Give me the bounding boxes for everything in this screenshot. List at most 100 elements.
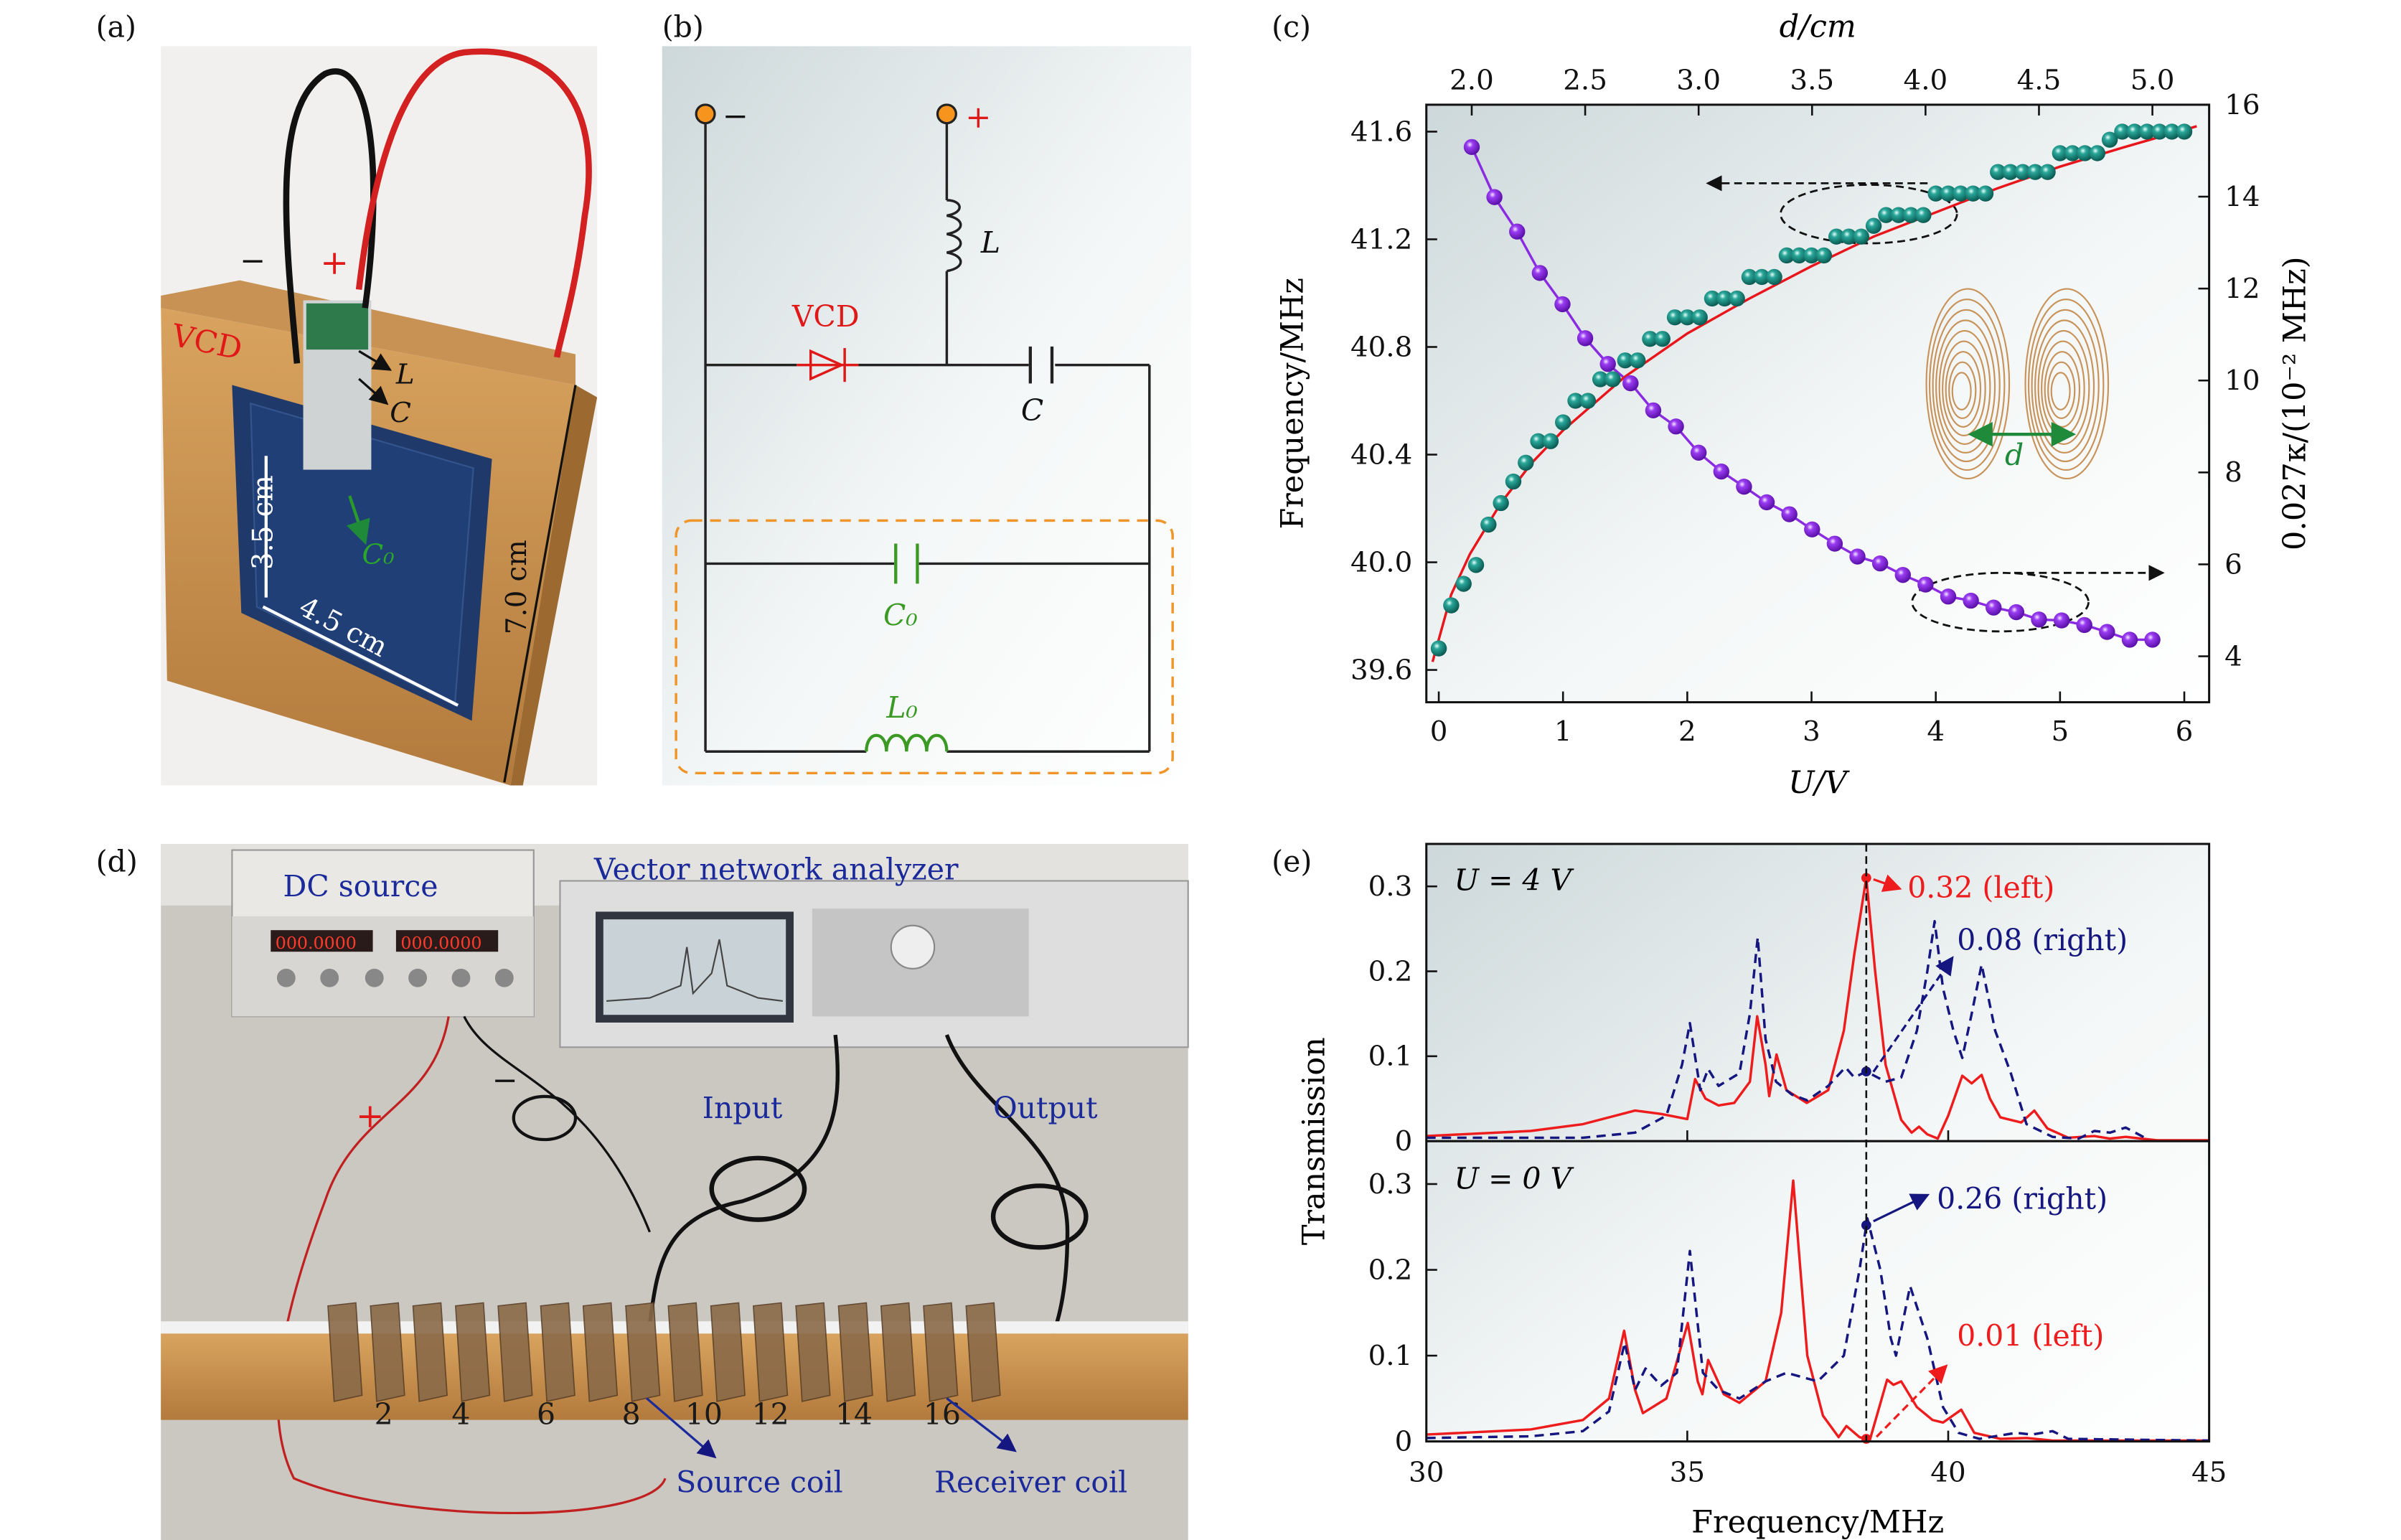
kappa-data-point — [1554, 296, 1571, 313]
frequency-data-point — [1865, 217, 1882, 234]
plot-c-series — [1430, 123, 2197, 662]
frequency-data-point — [1629, 352, 1646, 369]
frequency-data-point — [1493, 494, 1509, 512]
frequency-data-point — [1766, 268, 1782, 286]
frequency-data-point — [1741, 268, 1758, 286]
c0-label: C₀ — [362, 539, 395, 571]
coil-number: 4 — [451, 1397, 470, 1432]
coil-slab — [582, 1302, 619, 1402]
x2-tick-label: 2.5 — [1563, 65, 1607, 97]
kappa-data-point — [1826, 535, 1843, 552]
frequency-data-point — [2126, 123, 2143, 140]
input-cable-loop — [709, 1155, 807, 1222]
plot-c-background — [1426, 104, 2209, 703]
circuit-c0-label: C₀ — [883, 598, 918, 632]
minus-cable-label: − — [492, 1062, 518, 1098]
y2-tick-label: 14 — [2224, 181, 2260, 213]
frequency-data-point — [1505, 473, 1522, 490]
frequency-data-point — [1716, 290, 1733, 307]
frequency-data-point — [1642, 331, 1658, 347]
dc-display-left — [271, 930, 373, 952]
coil-slab — [710, 1302, 746, 1402]
frequency-data-point — [1704, 290, 1721, 307]
x-tick-label: 1 — [1554, 715, 1572, 748]
coil-number: 16 — [924, 1397, 961, 1432]
kappa-data-point — [1577, 330, 1594, 347]
coil-turn — [1925, 288, 2011, 480]
kappa-data-point — [1668, 418, 1684, 435]
y2-tick-label: 16 — [2224, 89, 2260, 121]
plot-c-x-axis-title: U/V — [1788, 765, 1850, 801]
frequency-data-point — [1927, 185, 1944, 202]
dc-display-right-value: 000.0000 — [400, 933, 481, 953]
coil-slab — [327, 1302, 363, 1402]
dc-source-label: DC source — [283, 869, 438, 903]
annotation-arrow-001 — [1875, 1364, 1948, 1438]
annotation-arrow-032 — [1873, 874, 1902, 892]
minus-label: − — [240, 243, 266, 279]
panel-c-label: (c) — [1272, 10, 1311, 44]
plus-cable-label: + — [356, 1097, 385, 1136]
coil-slab — [412, 1302, 448, 1402]
frequency-data-point — [1878, 207, 1894, 223]
kappa-data-point — [1804, 521, 1820, 537]
annotation-026-right: 0.26 (right) — [1937, 1182, 2108, 1216]
kappa-data-point — [1599, 356, 1616, 372]
inset-d-label: d — [2005, 438, 2024, 472]
dc-display-left-value: 000.0000 — [276, 933, 357, 953]
kappa-data-point — [1917, 576, 1934, 593]
coil-turn — [1938, 329, 1991, 445]
dc-knobs — [276, 968, 514, 987]
coil-equivalent-box — [675, 519, 1174, 775]
y2-tick-label: 4 — [2224, 640, 2242, 672]
plot-e-background — [1426, 844, 2209, 1442]
frequency-data-point — [1430, 640, 1447, 657]
kappa-data-point — [1736, 479, 1752, 495]
vna-screen-trace — [606, 939, 784, 1002]
kappa-data-point — [1463, 138, 1480, 156]
black-wire — [283, 68, 377, 364]
y-tick-label: 0.3 — [1368, 1168, 1413, 1201]
y-tick-label: 0.2 — [1368, 1254, 1413, 1286]
kappa-data-point — [2144, 632, 2161, 648]
coil-number: 10 — [685, 1397, 723, 1432]
coil-turn — [2027, 299, 2105, 471]
frequency-data-point — [1555, 414, 1571, 431]
frequency-data-point — [2089, 145, 2105, 161]
y-tick-label: 0.3 — [1368, 870, 1413, 903]
dim-label-35: 3.5 cm — [247, 475, 279, 570]
x2-tick-label: 5.0 — [2130, 65, 2175, 97]
frequency-data-point — [1853, 228, 1869, 245]
coil-slab — [880, 1302, 916, 1402]
frequency-data-point — [1890, 207, 1907, 223]
kappa-data-point — [1486, 189, 1503, 205]
output-cable-loop — [990, 1183, 1089, 1250]
annotation-arrow-008 — [1872, 956, 1954, 1073]
transmission-left-curve — [1426, 876, 2209, 1142]
coil-number: 8 — [622, 1397, 641, 1432]
x-tick-label: 4 — [1927, 715, 1945, 748]
annotation-arrow-026 — [1873, 1193, 1930, 1223]
kappa-data-point — [2076, 616, 2092, 634]
frequency-data-point — [1579, 393, 1597, 409]
coil-slab — [923, 1302, 959, 1402]
transmission-right-curve — [1426, 1217, 2209, 1442]
x2-tick-label: 3.5 — [1790, 65, 1834, 97]
y-tick-label: 39.6 — [1350, 654, 1412, 687]
kappa-data-point — [1531, 265, 1549, 281]
c0-arrow — [346, 495, 370, 545]
coil-slab — [965, 1302, 1001, 1402]
coil-slab — [540, 1302, 575, 1402]
plus-terminal — [936, 103, 957, 125]
vna-knob — [890, 924, 936, 969]
marker-point-right — [1861, 1220, 1871, 1231]
y-tick-label: 0 — [1395, 1426, 1413, 1458]
l-label: L — [395, 358, 415, 390]
circuit-plus-label: + — [965, 100, 991, 136]
kappa-data-point — [1758, 494, 1775, 511]
l-arrow — [358, 349, 393, 371]
frequency-data-point — [1754, 268, 1770, 286]
black-cable — [463, 1015, 651, 1233]
kappa-data-point — [1690, 444, 1707, 461]
